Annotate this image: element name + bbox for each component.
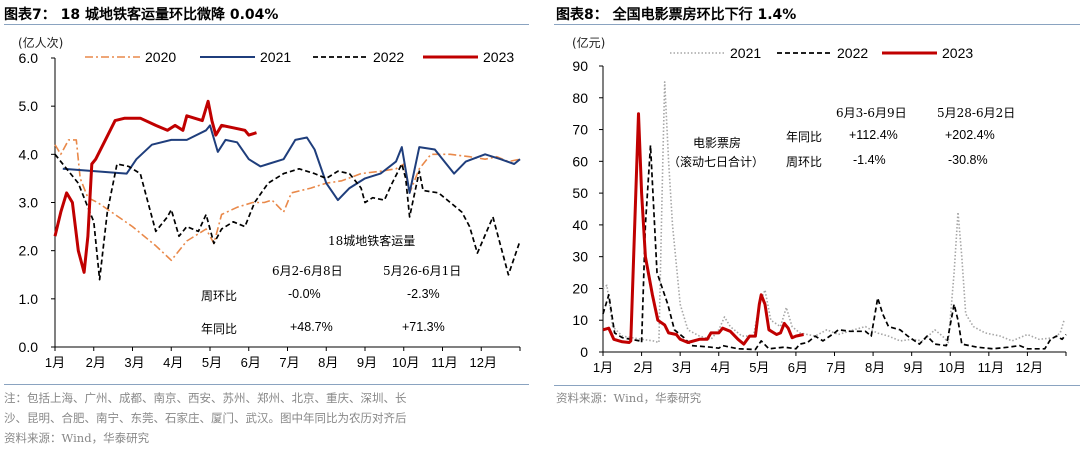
figure7-title-rule [4, 24, 529, 25]
figure7-row-value: +48.7% [290, 320, 333, 334]
figure7-row-label: 周环比 [201, 289, 238, 303]
figure8-annotation-col1: 6月3-6月9日 [836, 106, 907, 120]
chart-2: 0 10 20 30 40 50 60 70 80 90 1月 2月 3月 4月 5月 6月 7月 8月 9月 10月… [572, 45, 1067, 375]
x-tick-label: 7月 [826, 360, 846, 375]
figure7-annotation-col2: 5月26-6月1日 [383, 264, 462, 278]
y-tick-label: 80 [572, 90, 588, 106]
x-tick-label: 11月 [431, 355, 458, 370]
x-tick-label: 3月 [672, 360, 692, 375]
figure8-row-value: -1.4% [853, 153, 886, 167]
chart-1: 0.0 1.0 2.0 3.0 4.0 5.0 6.0 1月 2月 3月 4月 5月 6月 7月 8月 9月 1… [19, 49, 521, 370]
figure8-source: 资料来源：Wind，华泰研究 [556, 391, 702, 405]
figure8-row-label: 年同比 [786, 130, 823, 144]
legend-label-2021: 2021 [260, 49, 291, 65]
figure8-row-value: +112.4% [849, 128, 898, 142]
x-tick-label: 9月 [904, 360, 924, 375]
x-tick-label: 4月 [711, 360, 731, 375]
y-tick-label: 40 [572, 217, 588, 233]
series-line-2021 [602, 81, 1065, 344]
figure7-label: 图表7： [4, 7, 56, 23]
x-tick-label: 10月 [939, 360, 966, 375]
y-tick-label: 20 [572, 280, 588, 296]
figure8-annotation-label: 电影票房 [693, 136, 742, 150]
series-line-2020 [54, 139, 521, 262]
x-tick-label: 11月 [978, 360, 1005, 375]
x-tick-label: 5月 [749, 360, 769, 375]
figure7-unit: (亿人次) [18, 36, 64, 50]
legend-label-2020: 2020 [145, 49, 176, 65]
x-tick-label: 1月 [45, 355, 65, 370]
x-tick-label: 7月 [279, 355, 299, 370]
x-tick-label: 4月 [163, 355, 183, 370]
figure8-row-label: 周环比 [786, 155, 823, 169]
series-line-2023 [53, 99, 257, 274]
x-tick-label: 12月 [470, 355, 497, 370]
figure8-annotation-col2: 5月28-6月2日 [937, 106, 1016, 120]
y-tick-label: 0 [580, 344, 588, 360]
y-tick-label: 10 [572, 312, 588, 328]
x-tick-label: 9月 [357, 355, 377, 370]
figure7-row-value: -0.0% [288, 287, 321, 301]
figure7-row-label: 年同比 [201, 322, 238, 336]
legend-label-2022: 2022 [837, 45, 868, 61]
y-tick-label: 2.0 [19, 243, 39, 259]
series-line-2022 [54, 153, 521, 281]
series-line-2023 [602, 112, 804, 346]
y-tick-label: 1.0 [19, 291, 39, 307]
y-tick-label: 30 [572, 249, 588, 265]
figure8-title-text: 全国电影票房环比下行 1.4% [612, 7, 797, 23]
x-tick-label: 10月 [392, 355, 419, 370]
series-line-2022 [602, 144, 1067, 351]
y-tick-label: 3.0 [19, 195, 39, 211]
figure8-title-rule [554, 24, 1080, 25]
figure8-footer-rule [554, 385, 1080, 386]
figure7-row-value: +71.3% [402, 320, 445, 334]
x-tick-label: 3月 [124, 355, 144, 370]
x-tick-label: 6月 [788, 360, 808, 375]
y-tick-label: 5.0 [19, 98, 39, 114]
legend-label-2022: 2022 [373, 49, 404, 65]
legend-label-2023: 2023 [483, 49, 514, 65]
x-tick-label: 2月 [86, 355, 106, 370]
x-tick-label: 12月 [1016, 360, 1043, 375]
figure8-title: 图表8： 全国电影票房环比下行 1.4% [556, 4, 796, 24]
figure7-source: 资料来源：Wind，华泰研究 [4, 431, 150, 445]
y-tick-label: 70 [572, 122, 588, 138]
y-tick-label: 60 [572, 153, 588, 169]
figure7-note: 注：包括上海、广州、成都、南京、西安、苏州、郑州、北京、重庆、深圳、长 [4, 391, 407, 405]
figure7-row-value: -2.3% [407, 287, 440, 301]
figure8-annotation-label: （滚动七日合计） [668, 155, 765, 169]
figure7-annotation-col1: 6月2-6月8日 [272, 264, 343, 278]
y-tick-label: 90 [572, 58, 588, 74]
y-tick-label: 6.0 [19, 50, 39, 66]
x-tick-label: 6月 [241, 355, 261, 370]
figure7-note: 沙、昆明、合肥、南宁、东莞、石家庄、厦门、武汉。图中年同比为农历对齐后 [4, 411, 407, 425]
x-tick-label: 1月 [593, 360, 613, 375]
x-tick-label: 2月 [633, 360, 653, 375]
legend-label-2023: 2023 [942, 45, 973, 61]
figure7-title-text: 18 城地铁客运量环比微降 0.04% [60, 7, 279, 23]
figure7-footer-rule [4, 384, 529, 385]
y-tick-label: 0.0 [19, 339, 39, 355]
x-tick-label: 8月 [318, 355, 338, 370]
figure7-annotation-title: 18城地铁客运量 [328, 234, 416, 248]
series-line-2021 [62, 124, 521, 202]
figure8-label: 图表8： [556, 7, 608, 23]
y-tick-label: 4.0 [19, 146, 39, 162]
legend-label-2021: 2021 [730, 45, 761, 61]
x-tick-label: 8月 [865, 360, 885, 375]
y-tick-label: 50 [572, 185, 588, 201]
x-tick-label: 5月 [202, 355, 222, 370]
figure8-row-value: +202.4% [945, 128, 995, 142]
figure8-row-value: -30.8% [948, 153, 988, 167]
figure7-title: 图表7： 18 城地铁客运量环比微降 0.04% [4, 4, 278, 24]
figure8-unit: (亿元) [572, 36, 606, 50]
